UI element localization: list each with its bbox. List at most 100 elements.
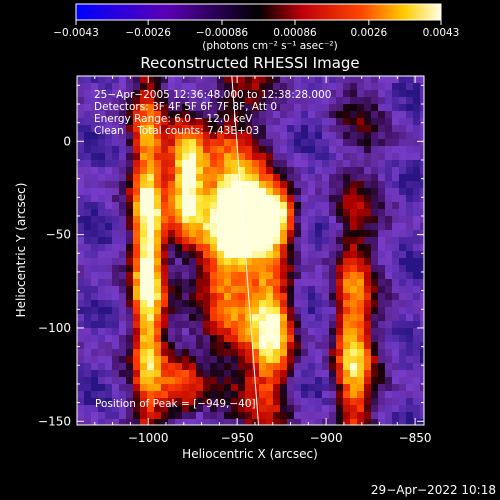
- heatmap-cell: [308, 139, 316, 147]
- heatmap-cell: [315, 251, 323, 259]
- heatmap-cell: [245, 398, 253, 406]
- heatmap-cell: [350, 356, 358, 364]
- heatmap-cell: [91, 174, 99, 182]
- heatmap-cell: [126, 349, 134, 357]
- heatmap-cell: [224, 83, 232, 91]
- heatmap-cell: [364, 300, 372, 308]
- heatmap-cell: [266, 391, 274, 399]
- heatmap-cell: [308, 111, 316, 119]
- heatmap-cell: [203, 391, 211, 399]
- heatmap-cell: [385, 90, 393, 98]
- heatmap-cell: [231, 195, 239, 203]
- heatmap-cell: [231, 83, 239, 91]
- heatmap-cell: [308, 272, 316, 280]
- heatmap-cell: [287, 111, 295, 119]
- heatmap-cell: [413, 153, 421, 161]
- heatmap-cell: [329, 97, 337, 105]
- heatmap-cell: [210, 349, 218, 357]
- heatmap-cell: [161, 139, 169, 147]
- heatmap-cell: [175, 97, 183, 105]
- heatmap-cell: [203, 265, 211, 273]
- heatmap-cell: [203, 237, 211, 245]
- heatmap-cell: [322, 237, 330, 245]
- heatmap-cell: [287, 384, 295, 392]
- heatmap-cell: [280, 174, 288, 182]
- heatmap-cell: [196, 167, 204, 175]
- heatmap-cell: [238, 216, 246, 224]
- heatmap-cell: [413, 174, 421, 182]
- heatmap-cell: [336, 90, 344, 98]
- heatmap-cell: [364, 90, 372, 98]
- heatmap-cell: [294, 391, 302, 399]
- heatmap-cell: [350, 258, 358, 266]
- heatmap-cell: [308, 398, 316, 406]
- heatmap-cell: [91, 181, 99, 189]
- heatmap-cell: [154, 412, 162, 420]
- heatmap-cell: [245, 265, 253, 273]
- heatmap-cell: [273, 181, 281, 189]
- heatmap-cell: [84, 237, 92, 245]
- heatmap-cell: [196, 76, 204, 84]
- heatmap-cell: [147, 419, 155, 425]
- heatmap-cell: [189, 181, 197, 189]
- heatmap-cell: [322, 146, 330, 154]
- heatmap-cell: [175, 391, 183, 399]
- heatmap-cell: [420, 279, 424, 287]
- heatmap-cell: [175, 377, 183, 385]
- heatmap-cell: [385, 412, 393, 420]
- heatmap-cell: [189, 279, 197, 287]
- heatmap-cell: [322, 314, 330, 322]
- heatmap-cell: [154, 237, 162, 245]
- heatmap-cell: [385, 405, 393, 413]
- heatmap-cell: [217, 384, 225, 392]
- heatmap-cell: [119, 419, 127, 425]
- limb-line: [231, 76, 260, 425]
- heatmap-cell: [140, 202, 148, 210]
- heatmap-cell: [406, 216, 414, 224]
- heatmap-cell: [336, 202, 344, 210]
- heatmap-cell: [231, 328, 239, 336]
- heatmap-cell: [231, 405, 239, 413]
- heatmap-cell: [420, 419, 424, 425]
- heatmap-cell: [399, 153, 407, 161]
- heatmap-cell: [315, 139, 323, 147]
- heatmap-cell: [112, 370, 120, 378]
- heatmap-cell: [119, 342, 127, 350]
- heatmap-cell: [112, 244, 120, 252]
- heatmap-cell: [287, 363, 295, 371]
- heatmap-cell: [343, 272, 351, 280]
- heatmap-cell: [329, 384, 337, 392]
- heatmap-cell: [203, 377, 211, 385]
- heatmap-cell: [147, 321, 155, 329]
- heatmap-cell: [98, 216, 106, 224]
- heatmap-cell: [322, 97, 330, 105]
- heatmap-cell: [350, 328, 358, 336]
- heatmap-cell: [119, 244, 127, 252]
- heatmap-cell: [196, 97, 204, 105]
- heatmap-cell: [329, 377, 337, 385]
- heatmap-cell: [413, 265, 421, 273]
- heatmap-cell: [343, 118, 351, 126]
- heatmap-cell: [399, 314, 407, 322]
- heatmap-cell: [371, 153, 379, 161]
- heatmap-cell: [287, 293, 295, 301]
- heatmap-cell: [112, 139, 120, 147]
- heatmap-cell: [336, 398, 344, 406]
- heatmap-cell: [392, 412, 400, 420]
- heatmap-cell: [266, 209, 274, 217]
- heatmap-cell: [189, 328, 197, 336]
- heatmap-cell: [98, 230, 106, 238]
- heatmap-cell: [133, 391, 141, 399]
- heatmap-cell: [189, 286, 197, 294]
- heatmap-cell: [217, 76, 225, 84]
- heatmap-cell: [343, 293, 351, 301]
- heatmap-cell: [77, 391, 85, 399]
- heatmap-cell: [154, 314, 162, 322]
- heatmap-cell: [301, 398, 309, 406]
- y-tick-label: −150: [38, 414, 71, 428]
- heatmap-cell: [329, 223, 337, 231]
- heatmap-cell: [280, 265, 288, 273]
- heatmap-cell: [392, 349, 400, 357]
- heatmap-cell: [91, 83, 99, 91]
- heatmap-cell: [336, 195, 344, 203]
